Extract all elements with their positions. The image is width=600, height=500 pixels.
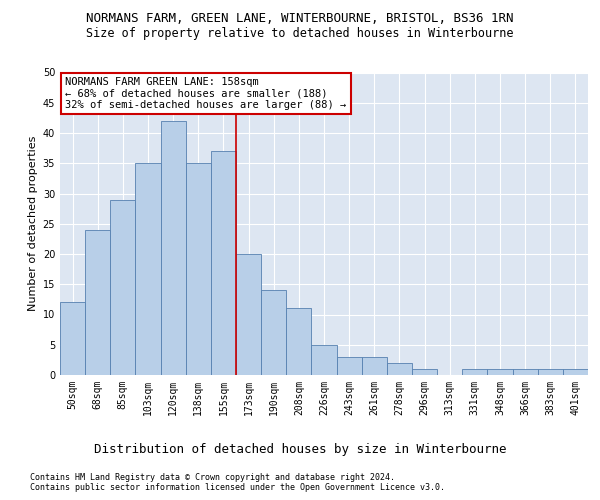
Text: NORMANS FARM GREEN LANE: 158sqm
← 68% of detached houses are smaller (188)
32% o: NORMANS FARM GREEN LANE: 158sqm ← 68% of… — [65, 77, 347, 110]
Text: Distribution of detached houses by size in Winterbourne: Distribution of detached houses by size … — [94, 442, 506, 456]
Bar — [186, 163, 211, 375]
Bar — [286, 308, 311, 375]
Bar — [136, 163, 161, 375]
Bar — [60, 302, 85, 375]
Text: Size of property relative to detached houses in Winterbourne: Size of property relative to detached ho… — [86, 28, 514, 40]
Bar — [337, 357, 362, 375]
Bar — [538, 369, 563, 375]
Bar — [110, 200, 136, 375]
Bar — [563, 369, 588, 375]
Bar — [211, 151, 236, 375]
Bar — [512, 369, 538, 375]
Text: Contains public sector information licensed under the Open Government Licence v3: Contains public sector information licen… — [30, 482, 445, 492]
Bar — [261, 290, 286, 375]
Y-axis label: Number of detached properties: Number of detached properties — [28, 136, 38, 312]
Text: Contains HM Land Registry data © Crown copyright and database right 2024.: Contains HM Land Registry data © Crown c… — [30, 472, 395, 482]
Bar — [311, 345, 337, 375]
Bar — [412, 369, 437, 375]
Bar — [236, 254, 261, 375]
Bar — [462, 369, 487, 375]
Bar — [161, 121, 186, 375]
Bar — [487, 369, 512, 375]
Bar — [362, 357, 387, 375]
Bar — [387, 363, 412, 375]
Text: NORMANS FARM, GREEN LANE, WINTERBOURNE, BRISTOL, BS36 1RN: NORMANS FARM, GREEN LANE, WINTERBOURNE, … — [86, 12, 514, 26]
Bar — [85, 230, 110, 375]
